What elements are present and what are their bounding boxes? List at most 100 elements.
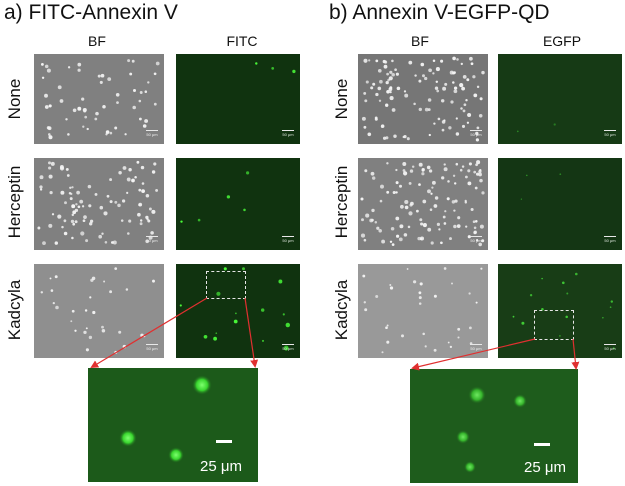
cell — [109, 131, 113, 135]
cell — [476, 160, 481, 165]
cell — [476, 85, 480, 89]
cell — [112, 240, 117, 245]
cell — [100, 73, 105, 78]
cell — [138, 117, 142, 121]
zoom-scale-label: 25 μm — [200, 458, 242, 475]
cell — [77, 205, 81, 209]
cell — [71, 186, 74, 189]
cell — [142, 124, 147, 128]
cell — [476, 126, 480, 130]
cell — [145, 193, 150, 198]
cell — [52, 301, 55, 305]
cell — [526, 174, 528, 177]
cell — [443, 119, 446, 122]
cell — [377, 86, 382, 91]
scale-bar: 50 μm — [604, 344, 616, 351]
cell — [389, 70, 393, 74]
cell — [271, 67, 275, 70]
cell — [411, 165, 415, 168]
cell — [92, 310, 96, 315]
scale-bar: 50 μm — [470, 344, 482, 351]
scale-bar: 50 μm — [282, 130, 294, 137]
cell — [360, 197, 364, 201]
cell — [434, 86, 439, 90]
cell — [481, 239, 485, 243]
cell — [541, 277, 543, 280]
cell — [40, 62, 44, 66]
cell — [418, 107, 422, 112]
cell — [180, 220, 183, 223]
cell — [481, 70, 485, 75]
cell — [44, 93, 48, 98]
panel-b-zoom-region — [534, 310, 574, 340]
cell — [64, 201, 67, 205]
cell — [403, 171, 408, 176]
cell — [402, 169, 406, 172]
cell — [417, 236, 421, 241]
cell — [473, 170, 477, 174]
cell — [126, 191, 129, 195]
cell — [109, 200, 113, 204]
cell — [389, 286, 394, 290]
cell — [144, 90, 148, 93]
cell — [382, 59, 386, 64]
cell — [465, 225, 468, 228]
cell — [421, 172, 425, 176]
cell — [430, 192, 433, 195]
cell — [520, 198, 523, 200]
cell — [395, 168, 398, 172]
cell — [456, 58, 459, 61]
cell — [59, 99, 64, 103]
scale-bar: 50 μm — [604, 236, 616, 243]
cell — [292, 69, 296, 74]
cell — [88, 204, 92, 208]
cell — [114, 267, 118, 270]
cell — [138, 188, 142, 192]
cell — [155, 61, 160, 66]
cell — [65, 118, 68, 121]
cell — [114, 200, 118, 204]
cell — [434, 196, 439, 200]
cell — [404, 93, 409, 98]
cell — [428, 169, 433, 173]
cell — [408, 181, 412, 185]
cell — [472, 75, 476, 79]
cell — [453, 71, 456, 74]
cell — [512, 315, 515, 318]
cell — [151, 170, 156, 174]
cell — [41, 76, 45, 79]
cell — [37, 226, 41, 230]
cell — [363, 125, 367, 129]
cell — [453, 89, 458, 94]
cell — [361, 116, 366, 121]
zoom-scale-bar — [216, 440, 232, 443]
cell — [393, 134, 397, 138]
cell — [55, 305, 59, 310]
cell — [412, 280, 417, 284]
cell — [385, 103, 389, 107]
scale-bar: 50 μm — [282, 236, 294, 243]
cell — [67, 133, 70, 136]
cell — [565, 315, 568, 319]
cell — [479, 178, 483, 183]
cell — [378, 99, 382, 102]
cell — [418, 79, 422, 83]
cell — [459, 168, 463, 172]
panel-a-zoom-image: 25 μm — [88, 368, 258, 482]
cell — [432, 59, 436, 62]
cell — [419, 236, 425, 241]
cell — [455, 132, 460, 136]
cell — [144, 119, 149, 123]
cell — [438, 228, 441, 231]
panel-b-bf-herceptin-image: 50 μm — [358, 158, 488, 250]
cell — [464, 199, 467, 203]
cell — [420, 62, 425, 67]
cell — [478, 169, 482, 174]
panel-b-bf-kadcyla-image: 50 μm — [358, 264, 488, 358]
cell — [475, 138, 479, 142]
cell — [408, 60, 413, 65]
cell — [463, 103, 467, 107]
cell — [103, 211, 108, 216]
cell — [89, 296, 92, 299]
cell — [386, 340, 390, 344]
